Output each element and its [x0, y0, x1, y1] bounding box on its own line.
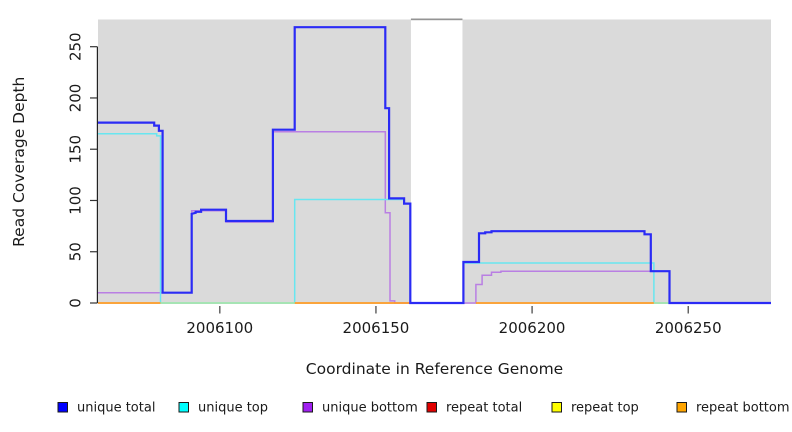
legend-item-unique-top: unique top: [178, 401, 268, 416]
x-axis-title: Coordinate in Reference Genome: [306, 360, 563, 378]
y-tick-label: 200: [67, 84, 85, 113]
x-tick-label: 2006100: [186, 319, 253, 337]
legend-item-unique-bottom: unique bottom: [302, 401, 418, 416]
legend-item-unique-total: unique total: [57, 401, 155, 416]
x-tick-label: 2006150: [343, 319, 410, 337]
legend-item-repeat-bottom: repeat bottom: [676, 401, 790, 416]
legend-label-repeat-top: repeat top: [571, 401, 639, 416]
legend-label-unique-top: unique top: [198, 401, 268, 416]
x-tick-label: 2006200: [499, 319, 566, 337]
legend-item-repeat-top: repeat top: [551, 401, 639, 416]
y-tick-label: 100: [67, 186, 85, 215]
legend-swatch-repeat-total: [426, 402, 437, 413]
y-axis-title: Read Coverage Depth: [10, 77, 28, 247]
legend-item-repeat-total: repeat total: [426, 401, 522, 416]
y-tick-label: 50: [67, 242, 85, 261]
legend-swatch-unique-total: [57, 402, 68, 413]
legend-label-repeat-bottom: repeat bottom: [696, 401, 790, 416]
legend-swatch-unique-bottom: [302, 402, 313, 413]
legend-label-unique-bottom: unique bottom: [322, 401, 418, 416]
y-tick-label: 150: [67, 135, 85, 164]
series-line-unique-total: [98, 26, 771, 305]
x-tick-label: 2006250: [655, 319, 722, 337]
legend-swatch-unique-top: [178, 402, 189, 413]
coverage-gap-region: [410, 20, 463, 305]
legend-swatch-repeat-bottom: [676, 402, 687, 413]
legend-label-unique-total: unique total: [77, 401, 155, 416]
y-tick-label: 250: [67, 32, 85, 61]
legend-swatch-repeat-top: [551, 402, 562, 413]
legend-label-repeat-total: repeat total: [446, 401, 522, 416]
y-tick-label: 0: [67, 298, 85, 308]
